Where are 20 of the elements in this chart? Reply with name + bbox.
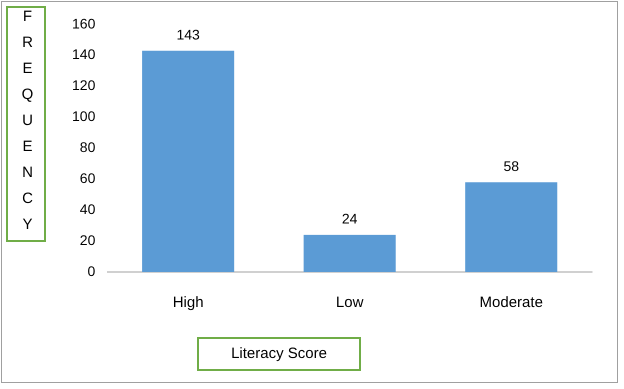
y-tick-label: 160: [72, 15, 96, 32]
x-tick-label: Low: [336, 294, 364, 312]
bar: [304, 234, 396, 272]
y-tick-label: 20: [80, 232, 96, 248]
data-label: 24: [342, 210, 358, 227]
data-label: 143: [176, 26, 200, 43]
y-tick-label: 80: [80, 139, 96, 156]
y-axis-title: FREQUENCY: [6, 6, 46, 242]
y-tick-label: 40: [80, 200, 96, 217]
x-axis-title: Literacy Score: [197, 337, 361, 371]
y-tick-label: 60: [80, 170, 96, 186]
x-tick-label: High: [172, 294, 204, 312]
data-label: 58: [503, 158, 520, 174]
bar: [465, 182, 558, 272]
y-tick-label: 0: [88, 262, 96, 279]
x-tick-label: Moderate: [480, 294, 543, 312]
bar: [142, 50, 234, 272]
y-tick-label: 100: [72, 108, 96, 124]
y-tick-label: 140: [72, 46, 96, 62]
y-tick-label: 120: [72, 77, 96, 94]
